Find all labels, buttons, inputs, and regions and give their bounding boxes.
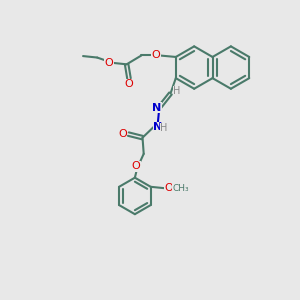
Text: O: O — [165, 183, 173, 193]
Text: O: O — [131, 161, 140, 171]
Text: O: O — [104, 58, 113, 68]
Text: O: O — [152, 50, 160, 61]
Text: O: O — [118, 128, 127, 139]
Text: CH₃: CH₃ — [172, 184, 189, 194]
Text: O: O — [124, 79, 134, 89]
Text: H: H — [160, 123, 167, 133]
Text: H: H — [173, 86, 181, 96]
Text: N: N — [153, 122, 163, 132]
Text: N: N — [152, 103, 162, 112]
